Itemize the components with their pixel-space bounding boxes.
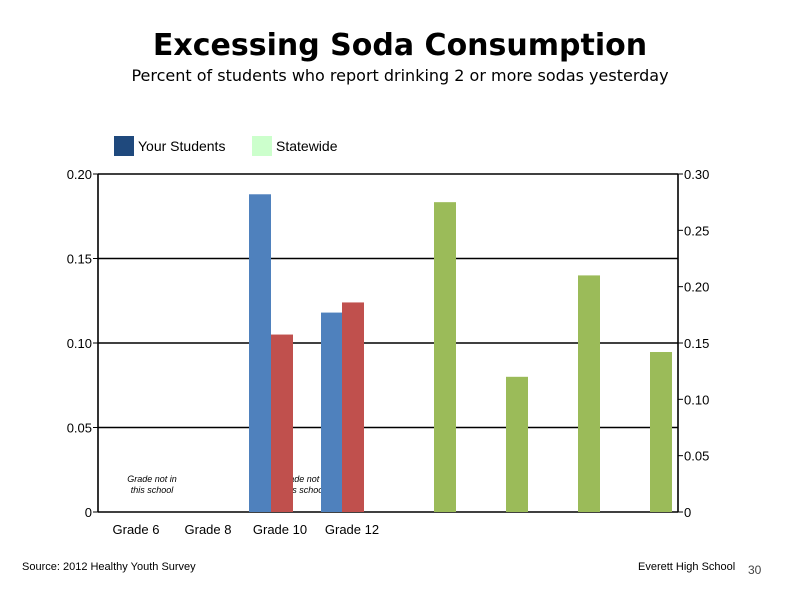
left-tick-label-2: 0.10: [67, 336, 92, 351]
legend-swatch-statewide: [252, 136, 272, 156]
left-tick-label-1: 0.05: [67, 421, 92, 436]
bar-series1-grade-10: [271, 334, 293, 512]
bar-series2-grade-10: [578, 275, 600, 512]
left-tick-label-3: 0.15: [67, 252, 92, 267]
legend-label-your-students: Your Students: [138, 138, 226, 154]
left-tick-label-0: 0: [85, 505, 92, 520]
bar-series1-grade-12: [342, 302, 364, 512]
x-tick-label-3: Grade 12: [325, 522, 379, 537]
source-note: Source: 2012 Healthy Youth Survey: [22, 561, 196, 573]
x-tick-label-2: Grade 10: [253, 522, 307, 537]
page-subtitle: Percent of students who report drinking …: [131, 66, 669, 85]
annotation-1-line-0: Grade not in: [279, 474, 329, 484]
x-tick-label-0: Grade 6: [113, 522, 160, 537]
annotation-0-line-1: this school: [131, 485, 175, 495]
legend-item-statewide: Statewide: [252, 136, 337, 156]
right-tick-label-6: 0.30: [684, 167, 709, 182]
x-tick-label-1: Grade 8: [185, 522, 232, 537]
annotation-0-line-0: Grade not in: [127, 474, 177, 484]
right-tick-label-5: 0.25: [684, 223, 709, 238]
legend-item-your-students: Your Students: [114, 136, 225, 156]
legend-swatch-your-students: [114, 136, 134, 156]
bar-series2-grade-8: [506, 376, 528, 512]
right-tick-label-3: 0.15: [684, 336, 709, 351]
bar-series0-grade-12: [321, 312, 343, 512]
annotation-1-line-1: this school: [283, 485, 327, 495]
legend-label-statewide: Statewide: [276, 138, 338, 154]
right-tick-label-1: 0.05: [684, 449, 709, 464]
bar-series0-grade-10: [249, 194, 271, 512]
right-tick-label-4: 0.20: [684, 280, 709, 295]
right-tick-label-2: 0.10: [684, 392, 709, 407]
bar-series2-grade-6: [434, 202, 456, 512]
school-name: Everett High School: [638, 561, 736, 573]
right-tick-label-0: 0: [684, 505, 691, 520]
page-title: Excessing Soda Consumption: [152, 28, 648, 63]
bar-series2-grade-12: [650, 352, 672, 512]
left-tick-label-4: 0.20: [67, 167, 92, 182]
page-number: 30: [748, 563, 762, 577]
